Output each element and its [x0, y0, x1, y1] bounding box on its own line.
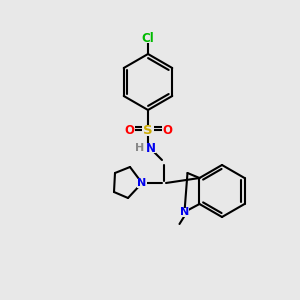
Text: N: N	[180, 207, 189, 217]
Text: O: O	[162, 124, 172, 136]
FancyBboxPatch shape	[161, 125, 172, 135]
FancyBboxPatch shape	[146, 143, 156, 153]
FancyBboxPatch shape	[137, 178, 147, 188]
FancyBboxPatch shape	[179, 208, 190, 217]
FancyBboxPatch shape	[142, 124, 154, 136]
Text: H: H	[135, 143, 145, 153]
FancyBboxPatch shape	[124, 125, 134, 135]
Text: N: N	[137, 178, 147, 188]
Text: S: S	[143, 124, 153, 136]
FancyBboxPatch shape	[135, 143, 145, 153]
Text: O: O	[124, 124, 134, 136]
Text: Cl: Cl	[142, 32, 154, 44]
FancyBboxPatch shape	[140, 33, 156, 43]
Text: N: N	[146, 142, 156, 154]
